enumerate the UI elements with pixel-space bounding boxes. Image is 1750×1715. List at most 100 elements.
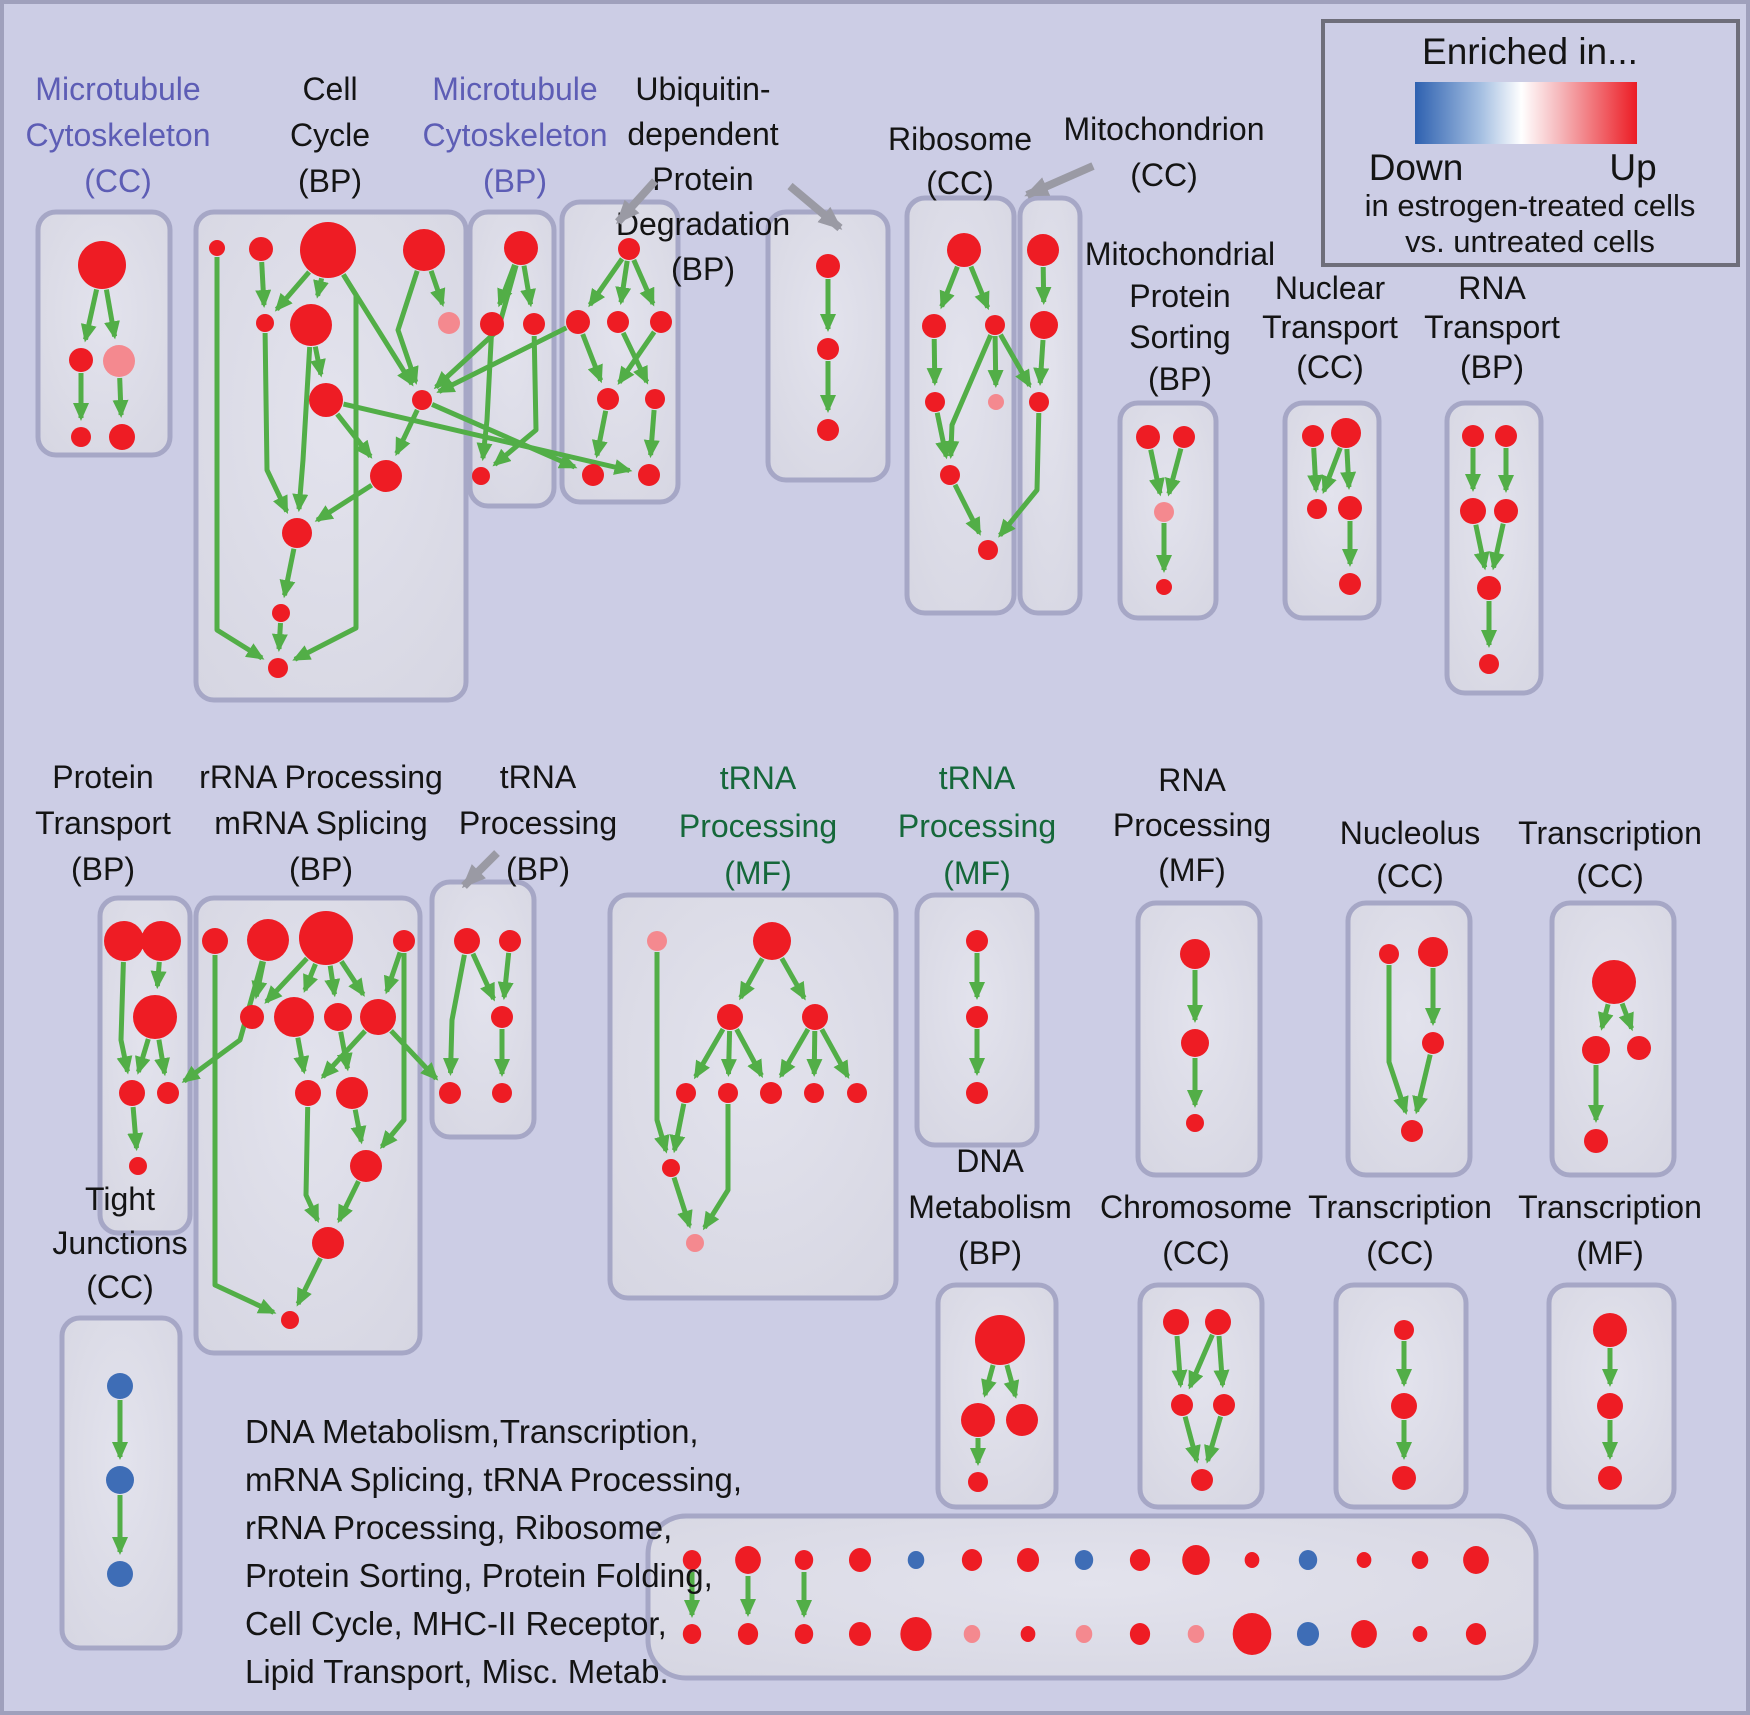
cluster-box-microtubule-cc — [35, 209, 173, 458]
annotation-text: mRNA Splicing, tRNA Processing, — [245, 1461, 742, 1498]
go-term-node — [109, 424, 135, 450]
go-term-node — [1136, 425, 1160, 449]
go-term-node — [78, 241, 126, 289]
edge-arrow — [324, 965, 341, 998]
cluster-label-rrna-mrna: rRNA Processing — [199, 759, 443, 795]
go-term-node — [907, 1551, 925, 1569]
go-term-node — [1418, 937, 1448, 967]
edge-arrow — [492, 335, 539, 467]
edge-arrow — [292, 273, 359, 662]
go-term-node — [157, 1082, 179, 1104]
go-term-node — [1163, 1309, 1189, 1335]
go-term-node — [106, 1466, 134, 1494]
annotation-text: Lipid Transport, Misc. Metab. — [245, 1653, 669, 1690]
cluster-transcription-cc-mid — [1582, 960, 1651, 1153]
go-term-node — [299, 911, 353, 965]
go-term-node — [645, 389, 665, 409]
legend-subtitle: vs. untreated cells — [1405, 224, 1655, 259]
cluster-label-trna-bp: (BP) — [506, 851, 570, 887]
edge-arrow — [271, 622, 288, 652]
go-term-node — [1401, 1120, 1423, 1142]
go-term-node — [336, 1077, 368, 1109]
cluster-nuclear-transport — [1302, 418, 1362, 595]
go-term-node — [133, 995, 177, 1039]
go-term-node — [282, 518, 312, 548]
go-term-node — [1351, 1620, 1377, 1648]
go-term-node — [794, 1550, 814, 1570]
cluster-box-nucleolus — [1345, 900, 1473, 1178]
go-term-node — [249, 237, 273, 261]
go-term-node — [1173, 426, 1195, 448]
edge-arrow — [293, 1037, 310, 1075]
cluster-box-rna-transport — [1444, 400, 1544, 696]
cluster-nucleolus — [1379, 937, 1448, 1142]
cluster-transcription-mf — [1593, 1313, 1627, 1490]
go-term-node — [947, 233, 981, 267]
go-term-node — [439, 1082, 461, 1104]
edge-arrow — [212, 955, 277, 1315]
edge-arrow — [1182, 1415, 1201, 1464]
go-term-node — [566, 310, 590, 334]
go-term-node — [1302, 425, 1324, 447]
cluster-label-ubiquitin: (BP) — [671, 251, 735, 287]
edge-arrow — [350, 1109, 367, 1145]
cluster-label-protein-transport: Protein — [52, 759, 153, 795]
cluster-label-protein-transport: (BP) — [71, 851, 135, 887]
go-term-node — [1213, 1394, 1235, 1416]
edge-arrow — [1213, 1335, 1230, 1389]
cluster-ubiquitin-b — [816, 254, 840, 441]
go-term-node — [718, 1083, 738, 1103]
cluster-ubiquitin-a — [566, 238, 672, 486]
go-term-node — [1232, 1613, 1272, 1655]
cluster-tight-junctions — [106, 1373, 134, 1587]
edge-arrow — [295, 1257, 323, 1307]
go-term-node — [650, 311, 672, 333]
edge-arrow — [214, 257, 265, 661]
edge-arrow — [80, 288, 100, 343]
go-term-node — [1495, 425, 1517, 447]
edge-arrow — [580, 333, 604, 384]
go-term-node — [274, 997, 314, 1037]
go-term-node — [103, 345, 135, 377]
edge-arrow — [806, 1030, 823, 1077]
go-term-node — [309, 383, 343, 417]
go-term-node — [1598, 1466, 1622, 1490]
edge-arrow — [335, 412, 373, 459]
annotation-text: rRNA Processing, Ribosome, — [245, 1509, 672, 1546]
go-term-node — [1339, 573, 1361, 595]
go-term-node — [1627, 1036, 1651, 1060]
legend-up-label: Up — [1609, 147, 1656, 188]
go-term-node — [107, 1561, 133, 1587]
edge-arrow — [591, 410, 609, 459]
go-term-node — [129, 1157, 147, 1175]
edge-arrow — [313, 277, 329, 299]
go-term-node — [1331, 418, 1361, 448]
cluster-trna-mf-small — [966, 930, 988, 1104]
go-term-node — [523, 313, 545, 335]
go-term-node — [1584, 1129, 1608, 1153]
go-term-node — [985, 315, 1005, 335]
go-term-node — [1592, 960, 1636, 1004]
cluster-label-mito-sorting: Protein — [1129, 278, 1230, 314]
edge-arrow — [720, 1030, 737, 1077]
cluster-label-nucleolus: Nucleolus — [1340, 815, 1481, 851]
cluster-label-transcription-mf: Transcription — [1518, 1189, 1702, 1225]
go-term-node — [209, 240, 225, 256]
label-pointer-arrow — [787, 182, 843, 232]
go-term-node — [1180, 939, 1210, 969]
go-term-node — [1182, 1545, 1210, 1575]
cluster-label-transcription-cc-mid: Transcription — [1518, 815, 1702, 851]
go-term-node — [963, 1625, 981, 1643]
go-term-node — [1462, 425, 1484, 447]
edge-arrow — [336, 1031, 353, 1072]
cluster-label-microtubule-bp: Cytoskeleton — [423, 117, 608, 153]
edge-arrow — [981, 1364, 997, 1398]
cluster-label-cell-cycle: (BP) — [298, 163, 362, 199]
cluster-label-tight-junctions: (CC) — [86, 1269, 154, 1305]
cluster-label-tight-junctions: Junctions — [52, 1225, 187, 1261]
edge-arrow — [116, 961, 133, 1075]
go-term-node — [817, 338, 839, 360]
go-term-node — [1129, 1623, 1151, 1645]
